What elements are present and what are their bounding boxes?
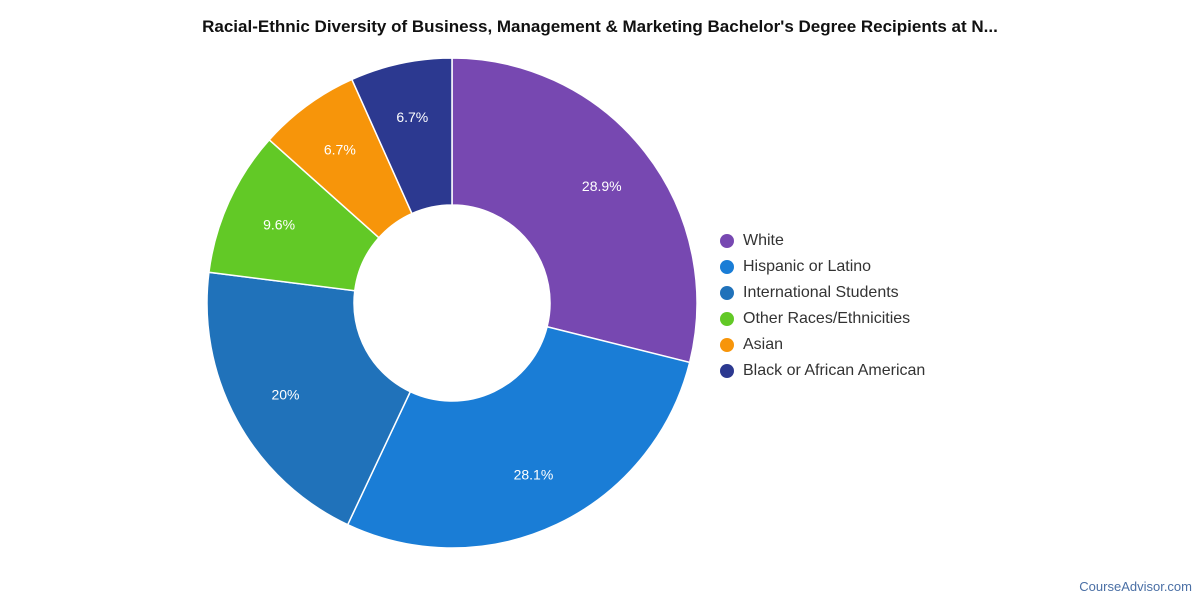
legend-swatch-icon (720, 364, 734, 378)
legend-label: International Students (743, 284, 899, 301)
slice-label: 20% (271, 387, 299, 403)
chart-title: Racial-Ethnic Diversity of Business, Man… (202, 17, 998, 36)
labels-group: 28.9% 28.1% 20% 9.6% 6.7% 6.7% (263, 109, 621, 482)
legend-swatch-icon (720, 338, 734, 352)
legend-swatch-icon (720, 286, 734, 300)
slice-black-or-african-american[interactable] (350, 57, 453, 215)
source-credit[interactable]: CourseAdvisor.com (1079, 579, 1192, 594)
legend-swatch-icon (720, 234, 734, 248)
slice-label: 28.9% (582, 178, 622, 194)
legend-item[interactable]: White (720, 228, 925, 254)
legend-item[interactable]: Other Races/Ethnicities (720, 306, 925, 332)
legend-item[interactable]: International Students (720, 280, 925, 306)
slice-hispanic-or-latino[interactable] (346, 325, 691, 549)
legend-label: Other Races/Ethnicities (743, 310, 911, 327)
slice-label: 9.6% (263, 216, 295, 232)
slice-label: 28.1% (514, 467, 554, 483)
legend-label: Hispanic or Latino (743, 258, 872, 275)
slices-group (206, 57, 698, 549)
legend-label: Asian (743, 336, 784, 353)
legend-label: Black or African American (743, 362, 926, 379)
legend-label: White (743, 232, 784, 249)
legend-item[interactable]: Asian (720, 332, 925, 358)
slice-label: 6.7% (324, 142, 356, 158)
legend-swatch-icon (720, 312, 734, 326)
legend-item[interactable]: Hispanic or Latino (720, 254, 925, 280)
legend-item[interactable]: Black or African American (720, 358, 925, 384)
slice-label: 6.7% (396, 109, 428, 125)
slice-international-students[interactable] (206, 271, 412, 526)
legend-swatch-icon (720, 260, 734, 274)
chart-legend: White Hispanic or Latino International Stu… (720, 228, 925, 384)
slice-white[interactable] (451, 57, 698, 364)
